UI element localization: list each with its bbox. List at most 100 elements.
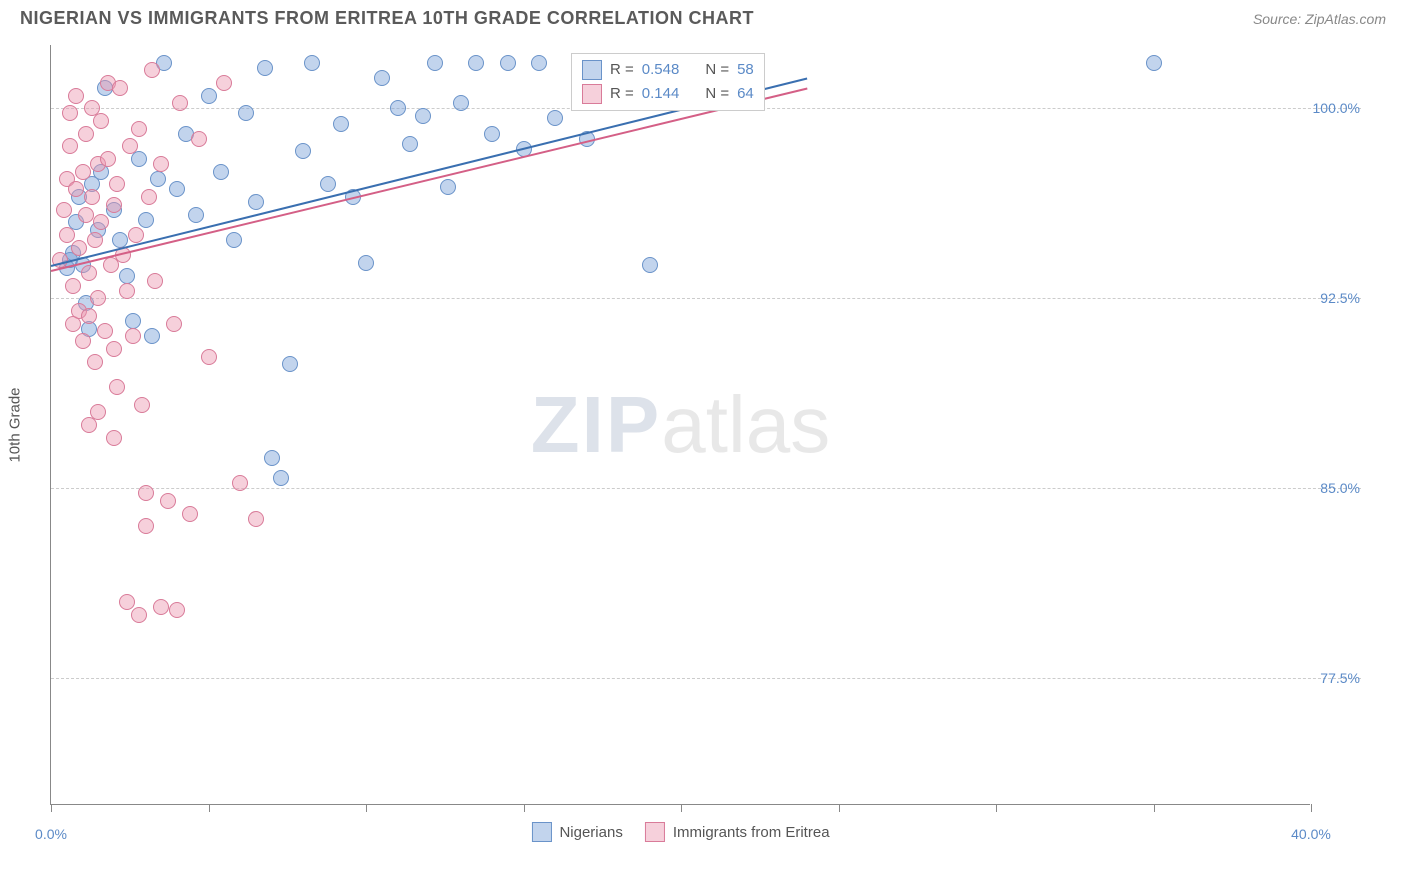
r-label: R = (610, 58, 634, 82)
scatter-point (65, 278, 81, 294)
legend-swatch (582, 84, 602, 104)
legend-swatch (582, 60, 602, 80)
scatter-point (56, 202, 72, 218)
series-legend: Nigerians Immigrants from Eritrea (531, 822, 829, 842)
x-tick (51, 804, 52, 812)
scatter-point (226, 232, 242, 248)
scatter-point (191, 131, 207, 147)
scatter-point (440, 179, 456, 195)
scatter-point (213, 164, 229, 180)
scatter-point (402, 136, 418, 152)
scatter-point (131, 607, 147, 623)
scatter-point (295, 143, 311, 159)
n-label: N = (705, 82, 729, 106)
scatter-point (238, 105, 254, 121)
scatter-point (390, 100, 406, 116)
scatter-point (138, 212, 154, 228)
x-tick-label: 0.0% (35, 826, 67, 842)
series-legend-item: Nigerians (531, 822, 622, 842)
source-attribution: Source: ZipAtlas.com (1253, 11, 1386, 27)
n-value: 64 (737, 82, 754, 106)
scatter-point (166, 316, 182, 332)
scatter-point (97, 323, 113, 339)
n-value: 58 (737, 58, 754, 82)
scatter-point (1146, 55, 1162, 71)
scatter-point (182, 506, 198, 522)
scatter-point (93, 214, 109, 230)
y-tick-label: 92.5% (1310, 290, 1360, 306)
watermark: ZIPatlas (531, 379, 830, 471)
scatter-point (248, 194, 264, 210)
scatter-point (257, 60, 273, 76)
scatter-point (248, 511, 264, 527)
scatter-point (106, 197, 122, 213)
x-tick (839, 804, 840, 812)
scatter-point (273, 470, 289, 486)
scatter-point (320, 176, 336, 192)
watermark-atlas: atlas (661, 380, 830, 469)
chart-title: NIGERIAN VS IMMIGRANTS FROM ERITREA 10TH… (20, 8, 754, 29)
scatter-point (153, 156, 169, 172)
scatter-point (81, 417, 97, 433)
r-value: 0.144 (642, 82, 680, 106)
scatter-point (62, 105, 78, 121)
x-tick (1154, 804, 1155, 812)
scatter-point (106, 430, 122, 446)
scatter-point (68, 181, 84, 197)
scatter-point (134, 397, 150, 413)
x-tick (996, 804, 997, 812)
scatter-point (119, 268, 135, 284)
scatter-point (188, 207, 204, 223)
scatter-point (141, 189, 157, 205)
scatter-point (144, 328, 160, 344)
y-tick-label: 100.0% (1310, 100, 1360, 116)
scatter-point (642, 257, 658, 273)
scatter-point (87, 232, 103, 248)
scatter-point (109, 176, 125, 192)
scatter-point (333, 116, 349, 132)
plot-container: 10th Grade ZIPatlas 77.5%85.0%92.5%100.0… (50, 45, 1360, 805)
scatter-point (78, 207, 94, 223)
series-legend-label: Immigrants from Eritrea (673, 824, 830, 841)
series-legend-label: Nigerians (559, 824, 622, 841)
scatter-point (138, 518, 154, 534)
y-axis-label: 10th Grade (7, 387, 24, 462)
scatter-point (131, 151, 147, 167)
scatter-point (68, 88, 84, 104)
legend-swatch (531, 822, 551, 842)
scatter-point (71, 240, 87, 256)
scatter-point (358, 255, 374, 271)
r-value: 0.548 (642, 58, 680, 82)
scatter-point (172, 95, 188, 111)
correlation-legend-row: R =0.144N =64 (582, 82, 754, 106)
scatter-point (138, 485, 154, 501)
scatter-point (147, 273, 163, 289)
scatter-point (87, 354, 103, 370)
scatter-point (122, 138, 138, 154)
scatter-point (106, 341, 122, 357)
correlation-legend: R =0.548N =58R =0.144N =64 (571, 53, 765, 111)
x-tick (366, 804, 367, 812)
scatter-point (93, 113, 109, 129)
scatter-point (169, 602, 185, 618)
y-tick-label: 77.5% (1310, 670, 1360, 686)
scatter-point (427, 55, 443, 71)
scatter-point (90, 290, 106, 306)
scatter-point (109, 379, 125, 395)
legend-swatch (645, 822, 665, 842)
n-label: N = (705, 58, 729, 82)
scatter-point (201, 349, 217, 365)
x-tick (524, 804, 525, 812)
scatter-point (374, 70, 390, 86)
gridline-h (51, 488, 1361, 489)
x-tick (681, 804, 682, 812)
series-legend-item: Immigrants from Eritrea (645, 822, 830, 842)
scatter-point (415, 108, 431, 124)
gridline-h (51, 298, 1361, 299)
scatter-point (128, 227, 144, 243)
scatter-point (232, 475, 248, 491)
scatter-point (112, 80, 128, 96)
scatter-point (125, 328, 141, 344)
scatter-point (169, 181, 185, 197)
scatter-point (484, 126, 500, 142)
